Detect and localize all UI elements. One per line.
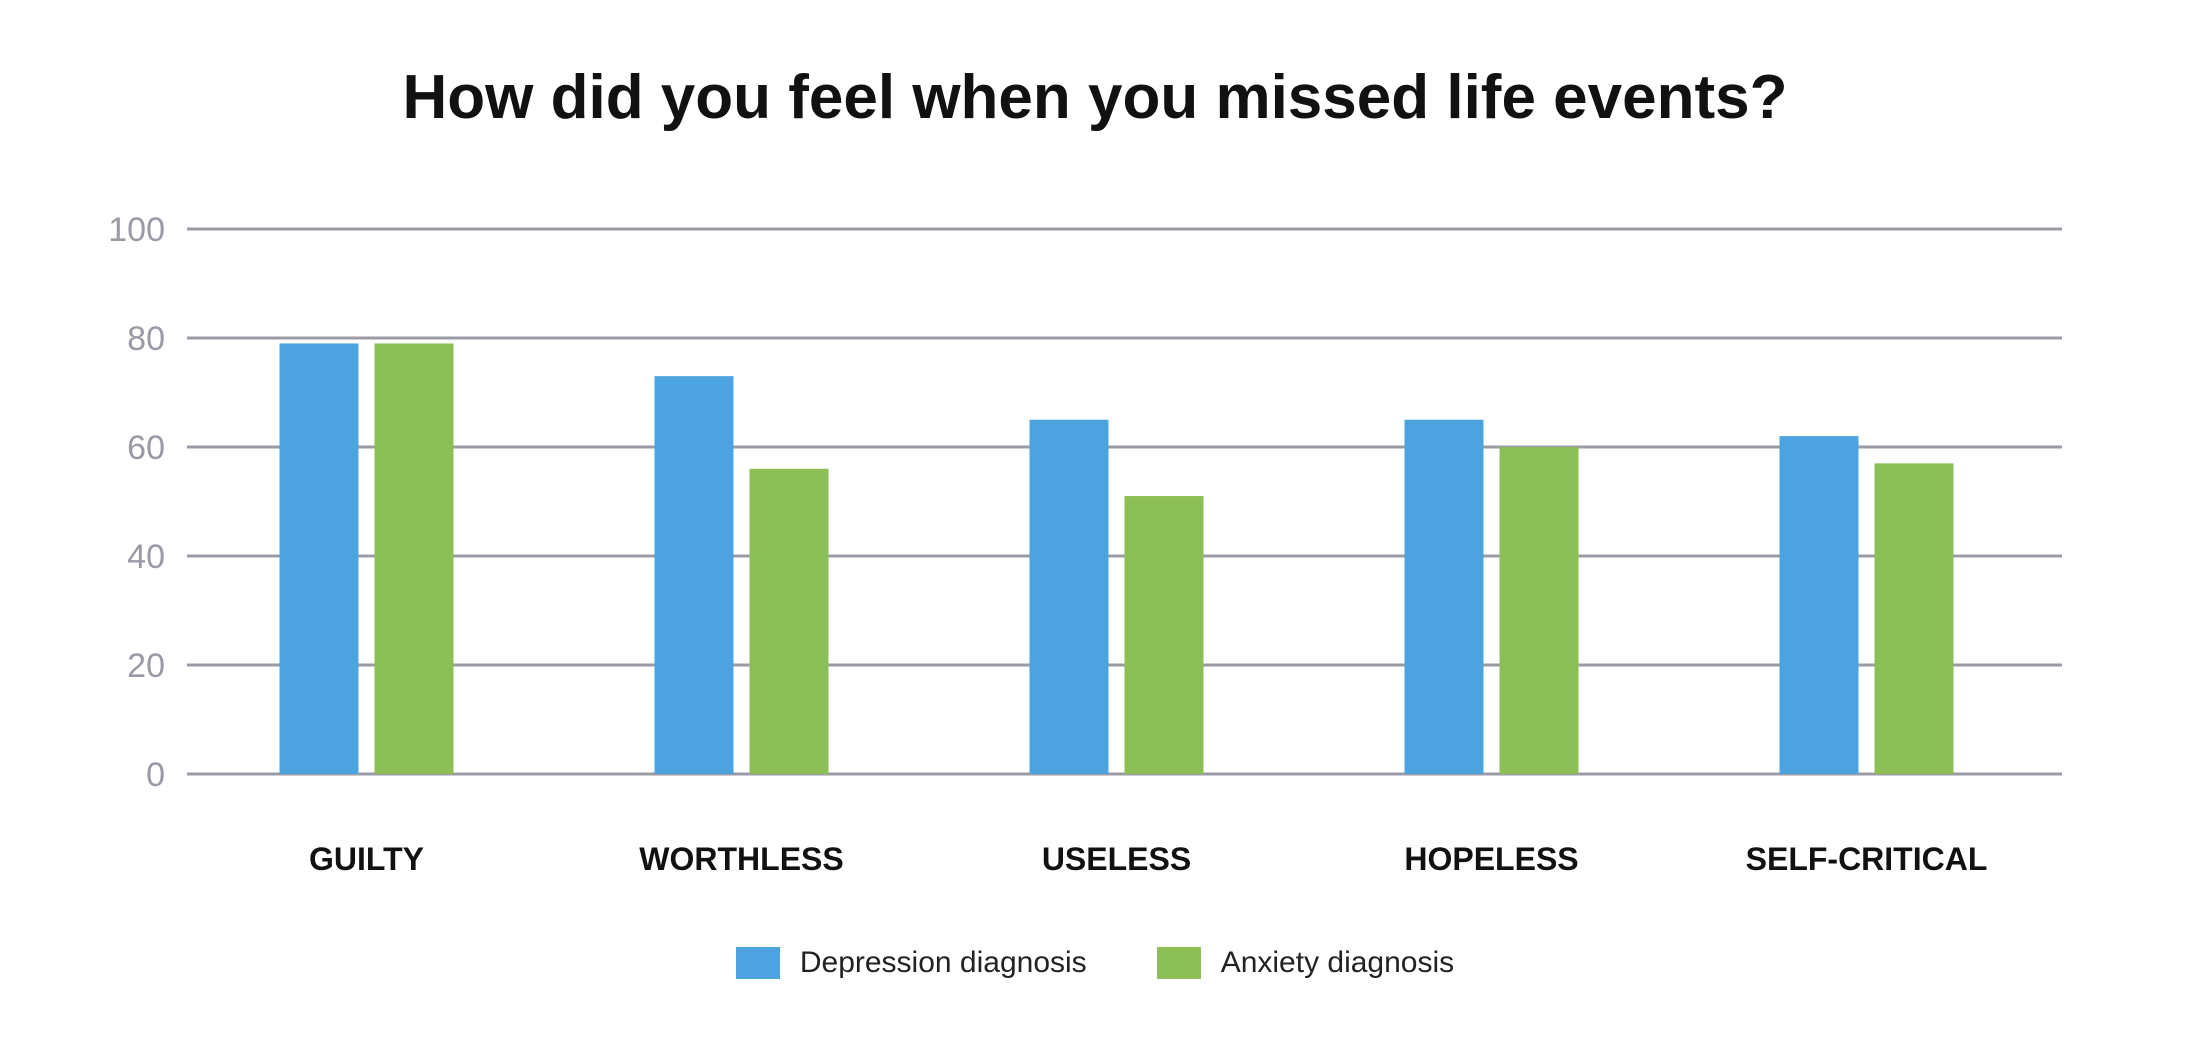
- bar-anxiety: [1124, 496, 1204, 774]
- x-tick-label: SELF-CRITICAL: [1746, 841, 1988, 877]
- bar-depression: [1779, 436, 1859, 774]
- legend-label-anxiety: Anxiety diagnosis: [1220, 946, 1455, 979]
- bar-depression: [1029, 419, 1109, 774]
- legend-swatch-anxiety: [1156, 947, 1201, 979]
- y-tick-label: 80: [127, 320, 165, 358]
- legend: Depression diagnosis Anxiety diagnosis: [0, 946, 2190, 980]
- y-tick-label: 0: [146, 756, 165, 794]
- y-tick-label: 60: [127, 429, 165, 467]
- bar-anxiety: [749, 468, 829, 774]
- bar-anxiety: [374, 343, 454, 774]
- y-tick-label: 40: [127, 538, 165, 576]
- bar-depression: [1404, 419, 1484, 774]
- y-tick-label: 20: [127, 647, 165, 685]
- bar-depression: [279, 343, 359, 774]
- legend-item-depression: Depression diagnosis: [735, 946, 1087, 980]
- x-tick-label: USELESS: [1042, 841, 1191, 877]
- bar-anxiety: [1499, 447, 1579, 774]
- y-tick-label: 100: [108, 211, 165, 249]
- x-tick-label: WORTHLESS: [639, 841, 843, 877]
- legend-label-depression: Depression diagnosis: [799, 946, 1087, 979]
- chart-title: How did you feel when you missed life ev…: [402, 63, 1788, 132]
- x-tick-label: GUILTY: [309, 841, 424, 877]
- bar-depression: [654, 376, 734, 774]
- legend-swatch-depression: [735, 947, 780, 979]
- bar-anxiety: [1874, 463, 1954, 774]
- legend-item-anxiety: Anxiety diagnosis: [1156, 946, 1455, 980]
- x-tick-label: HOPELESS: [1404, 841, 1578, 877]
